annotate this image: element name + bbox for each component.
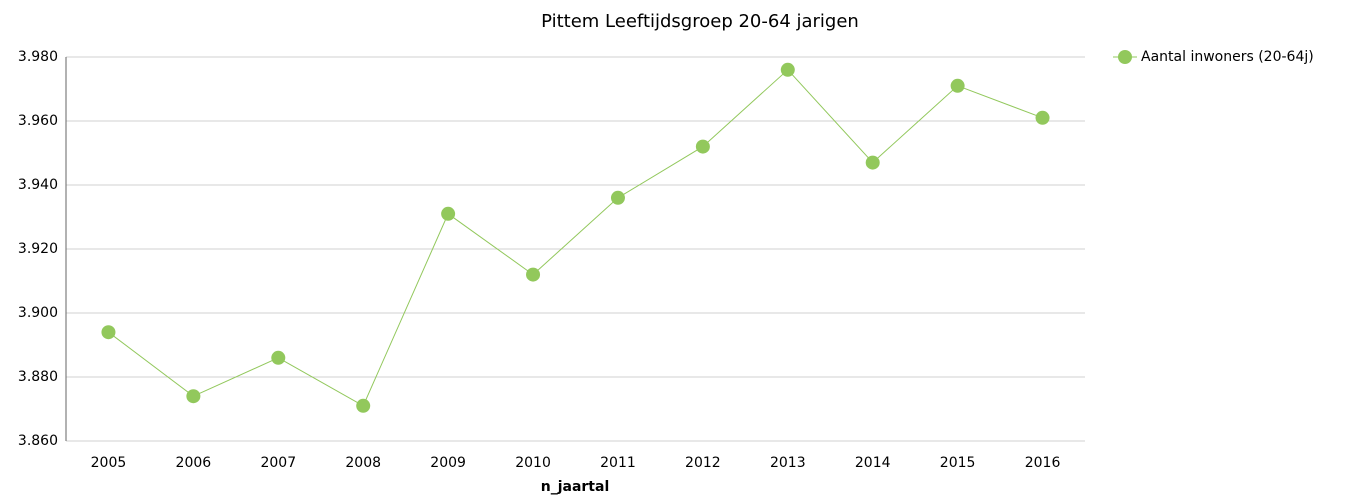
y-tick-label: 3.900 — [18, 305, 58, 321]
x-tick-label: 2015 — [940, 455, 976, 471]
chart-title: Pittem Leeftijdsgroep 20-64 jarigen — [541, 11, 859, 32]
x-tick-label: 2009 — [430, 455, 466, 471]
series-line — [108, 69, 1043, 407]
x-axis-label: n_jaartal — [541, 479, 610, 495]
point — [865, 155, 880, 170]
point — [441, 206, 456, 221]
legend-marker — [1118, 50, 1132, 64]
point — [186, 389, 201, 404]
point — [1035, 110, 1050, 125]
x-tick-label: 2010 — [515, 455, 551, 471]
point — [695, 139, 710, 154]
y-tick-label: 3.980 — [18, 49, 58, 65]
y-tick-label: 3.860 — [18, 433, 58, 449]
point — [610, 190, 625, 205]
point — [780, 62, 795, 77]
x-tick-label: 2016 — [1025, 455, 1061, 471]
y-tick-label: 3.920 — [18, 241, 58, 257]
x-tick-label: 2007 — [260, 455, 296, 471]
y-tick-label: 3.880 — [18, 369, 58, 385]
x-tick-label: 2014 — [855, 455, 891, 471]
legend-label: Aantal inwoners (20-64j) — [1141, 49, 1314, 65]
x-tick-label: 2011 — [600, 455, 636, 471]
point — [271, 350, 286, 365]
point — [950, 78, 965, 93]
x-tick-label: 2008 — [345, 455, 381, 471]
point — [101, 325, 116, 340]
x-tick-label: 2012 — [685, 455, 721, 471]
point — [526, 267, 541, 282]
x-tick-label: 2006 — [176, 455, 212, 471]
x-tick-label: 2013 — [770, 455, 806, 471]
point — [356, 398, 371, 413]
x-tick-label: 2005 — [91, 455, 127, 471]
y-tick-label: 3.940 — [18, 177, 58, 193]
y-tick-label: 3.960 — [18, 113, 58, 129]
